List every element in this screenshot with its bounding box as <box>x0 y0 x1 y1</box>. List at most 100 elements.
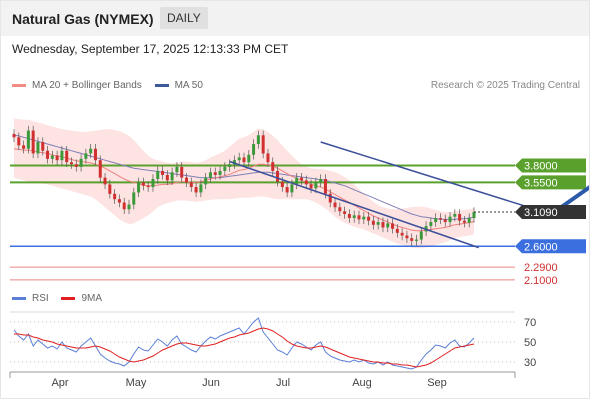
candle-33 <box>170 172 174 181</box>
candle-72 <box>357 215 361 220</box>
candle-15 <box>84 153 88 159</box>
candle-63 <box>314 182 318 189</box>
candle-51 <box>256 135 260 145</box>
last-price-tag <box>515 205 586 220</box>
candle-60 <box>300 177 303 181</box>
candle-52 <box>261 135 265 154</box>
candle-79 <box>391 223 395 229</box>
candle-73 <box>362 216 366 220</box>
chart-title: Natural Gas (NYMEX) <box>12 11 154 27</box>
x-tick-may: May <box>126 377 147 389</box>
candle-77 <box>381 222 385 228</box>
candle-92 <box>453 213 457 217</box>
rsi-tick-1: 50 <box>524 337 536 349</box>
candle-62 <box>309 184 313 189</box>
projection-arrow-shaft <box>554 184 590 213</box>
candle-56 <box>280 181 284 188</box>
level-tag-0 <box>515 158 586 173</box>
candle-96 <box>472 212 476 219</box>
candle-68 <box>338 207 342 212</box>
legend-rsi: RSI <box>12 293 49 304</box>
candle-18 <box>98 160 102 178</box>
candle-82 <box>405 235 409 239</box>
candle-44 <box>223 166 227 171</box>
candle-67 <box>333 202 337 208</box>
candle-55 <box>276 170 280 182</box>
candle-93 <box>458 213 462 221</box>
candle-23 <box>122 202 126 210</box>
channel-upper-line <box>320 141 547 214</box>
candle-54 <box>271 162 275 171</box>
candle-59 <box>295 177 299 185</box>
rsi-line <box>13 317 475 370</box>
candle-85 <box>419 231 423 240</box>
candle-71 <box>352 215 356 219</box>
channel-lower-line <box>229 160 480 249</box>
level-label-3: 2.2900 <box>524 262 558 274</box>
candle-3 <box>26 130 30 149</box>
candle-69 <box>343 211 347 214</box>
candle-91 <box>448 216 452 223</box>
candle-19 <box>103 177 107 185</box>
candle-87 <box>429 222 433 227</box>
candle-24 <box>127 204 131 210</box>
candle-95 <box>467 218 471 223</box>
candle-41 <box>208 172 212 178</box>
candle-64 <box>319 179 323 183</box>
x-tick-sep: Sep <box>427 377 447 389</box>
legend-ma50-label: MA 50 <box>174 80 203 91</box>
candle-8 <box>50 155 54 159</box>
candle-48 <box>242 157 246 163</box>
legend-rsi-ma: 9MA <box>61 293 102 304</box>
candle-45 <box>228 164 232 167</box>
price-legend: MA 20 + Bollinger Bands MA 50 <box>12 80 203 91</box>
x-tick-jun: Jun <box>202 377 220 389</box>
x-tick-jul: Jul <box>276 377 290 389</box>
candle-47 <box>237 157 241 161</box>
candle-11 <box>65 150 69 163</box>
candle-81 <box>400 232 404 236</box>
candle-43 <box>218 170 222 175</box>
bollinger-band-area <box>14 118 474 249</box>
candle-16 <box>89 148 93 154</box>
candle-50 <box>252 144 256 155</box>
candle-65 <box>323 179 327 194</box>
chart-header: Natural Gas (NYMEX) DAILY <box>0 0 590 36</box>
candle-90 <box>443 219 447 223</box>
candle-20 <box>108 184 112 194</box>
rsi-tick-2: 30 <box>524 357 536 369</box>
rsi-tick-0: 70 <box>524 317 536 329</box>
candle-9 <box>55 155 59 161</box>
legend-rsi-ma-label: 9MA <box>81 293 103 304</box>
candle-37 <box>189 182 193 188</box>
level-tag-1 <box>515 175 586 190</box>
candle-25 <box>132 192 136 205</box>
legend-rsi-ma-swatch <box>61 296 76 300</box>
timeframe-badge[interactable]: DAILY <box>160 7 208 29</box>
candle-80 <box>395 228 399 233</box>
candle-94 <box>462 220 466 223</box>
candle-0 <box>12 133 16 138</box>
rsi-legend: RSI 9MA <box>12 293 102 304</box>
x-tick-apr: Apr <box>51 377 68 389</box>
candle-40 <box>204 177 208 185</box>
candle-53 <box>266 153 270 163</box>
legend-rsi-swatch <box>12 296 26 300</box>
candle-5 <box>36 142 40 154</box>
candle-31 <box>161 170 165 175</box>
candle-7 <box>46 150 50 159</box>
candle-22 <box>117 199 121 203</box>
candle-6 <box>41 142 45 151</box>
candle-26 <box>137 182 141 193</box>
candle-89 <box>438 218 442 220</box>
legend-rsi-label: RSI <box>32 293 49 304</box>
candle-12 <box>70 162 73 165</box>
legend-ma50-swatch <box>154 83 169 87</box>
level-label-0: 3.8000 <box>524 161 558 173</box>
candle-35 <box>180 166 184 178</box>
timestamp: Wednesday, September 17, 2025 12:13:33 P… <box>12 42 289 56</box>
candle-88 <box>434 218 438 223</box>
legend-ma50: MA 50 <box>154 80 203 91</box>
